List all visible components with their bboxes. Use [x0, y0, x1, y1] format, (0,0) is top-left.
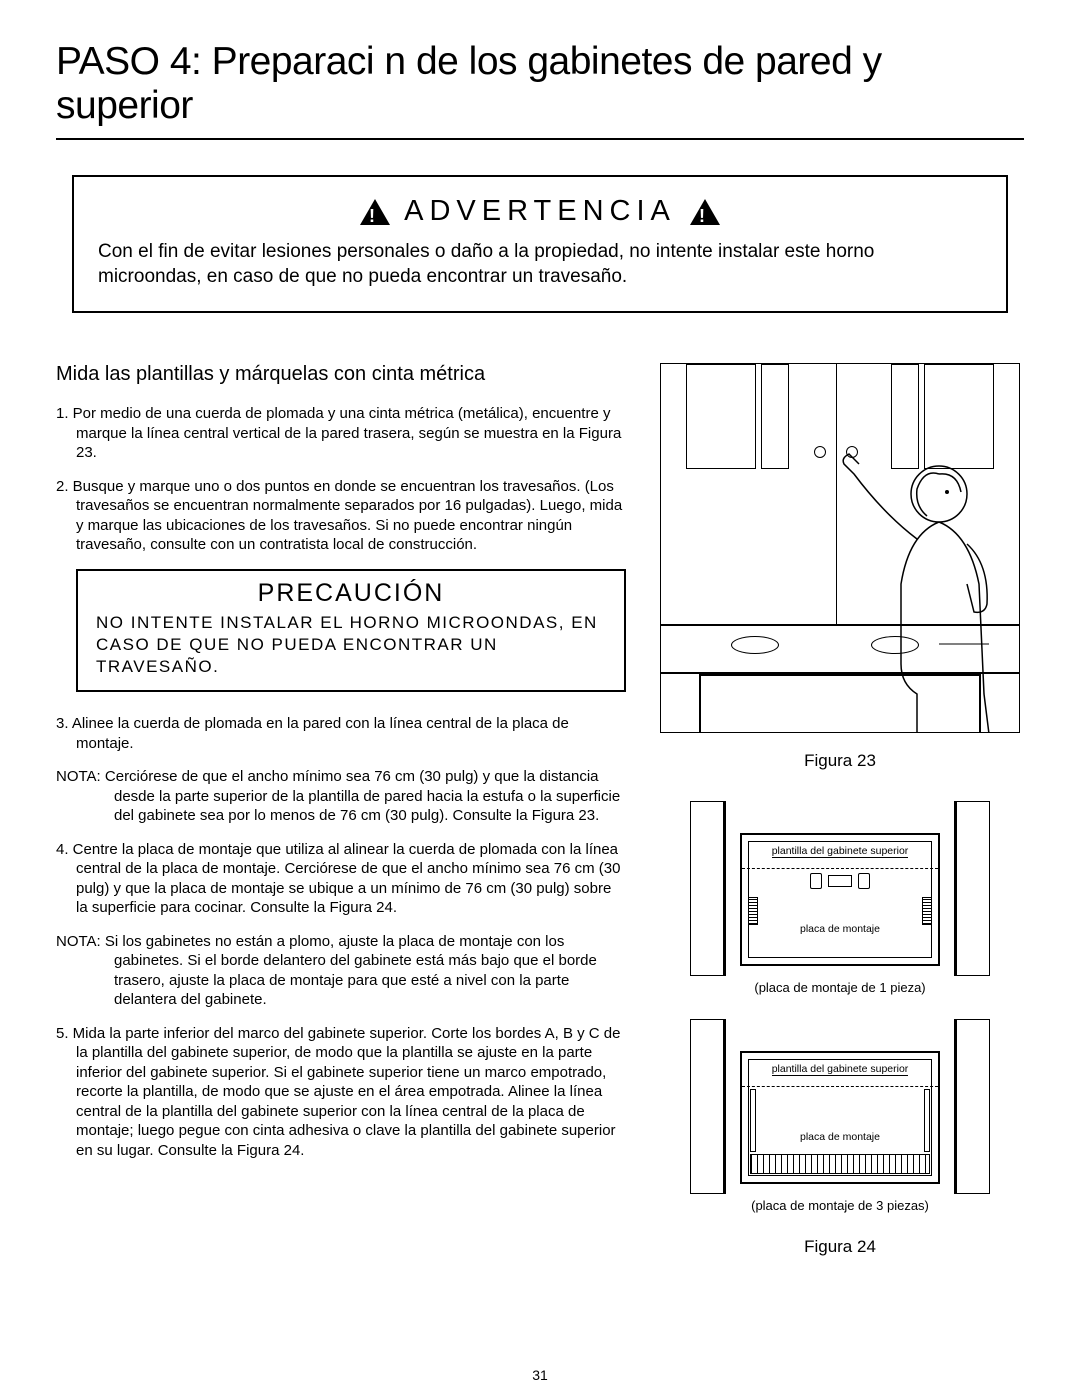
step-3: 3. Alinee la cuerda de plomada en la par…: [56, 714, 626, 753]
svg-text:!: !: [369, 206, 381, 225]
page-number: 31: [0, 1367, 1080, 1383]
section-subhead: Mida las plantillas y márquelas con cint…: [56, 363, 626, 386]
step-5: 5. Mida la parte inferior del marco del …: [56, 1024, 626, 1161]
step-2: 2. Busque y marque uno o dos puntos en d…: [56, 477, 626, 555]
svg-text:!: !: [699, 206, 711, 225]
figure-24-caption: Figura 24: [656, 1237, 1024, 1257]
figure-24-bottom: plantilla del gabinete superior placa de…: [690, 1019, 990, 1194]
caution-title: PRECAUCIÓN: [96, 579, 606, 608]
title-rule: [56, 138, 1024, 140]
figure-24-top: plantilla del gabinete superior placa de…: [690, 801, 990, 976]
note-1: NOTA: Cerciórese de que el ancho mínimo …: [56, 767, 626, 826]
warning-icon: !: [360, 199, 390, 225]
step-1: 1. Por medio de una cuerda de plomada y …: [56, 404, 626, 463]
warning-header: ! ADVERTENCIA !: [98, 195, 982, 228]
figure-23-illustration: [660, 363, 1020, 733]
figure-24-caption-1piece: (placa de montaje de 1 pieza): [656, 980, 1024, 995]
fig24-template-label: plantilla del gabinete superior: [772, 1063, 909, 1076]
warning-header-text: ADVERTENCIA: [404, 195, 676, 228]
warning-box: ! ADVERTENCIA ! Con el fin de evitar les…: [72, 175, 1008, 313]
warning-text: Con el fin de evitar lesiones personales…: [98, 240, 982, 289]
person-icon: [839, 444, 999, 733]
figure-24-caption-3piece: (placa de montaje de 3 piezas): [656, 1198, 1024, 1213]
warning-icon: !: [690, 199, 720, 225]
figure-23-caption: Figura 23: [656, 751, 1024, 771]
note-2: NOTA: Si los gabinetes no están a plomo,…: [56, 932, 626, 1010]
caution-box: PRECAUCIÓN NO INTENTE INSTALAR EL HORNO …: [76, 569, 626, 692]
fig24-template-label: plantilla del gabinete superior: [772, 845, 909, 858]
fig24-plate-label: placa de montaje: [800, 1131, 880, 1143]
page-title: PASO 4: Preparaci n de los gabinetes de …: [56, 40, 1024, 128]
fig24-plate-label: placa de montaje: [800, 923, 880, 935]
caution-text: NO INTENTE INSTALAR EL HORNO MICROONDAS,…: [96, 612, 606, 678]
step-4: 4. Centre la placa de montaje que utiliz…: [56, 840, 626, 918]
